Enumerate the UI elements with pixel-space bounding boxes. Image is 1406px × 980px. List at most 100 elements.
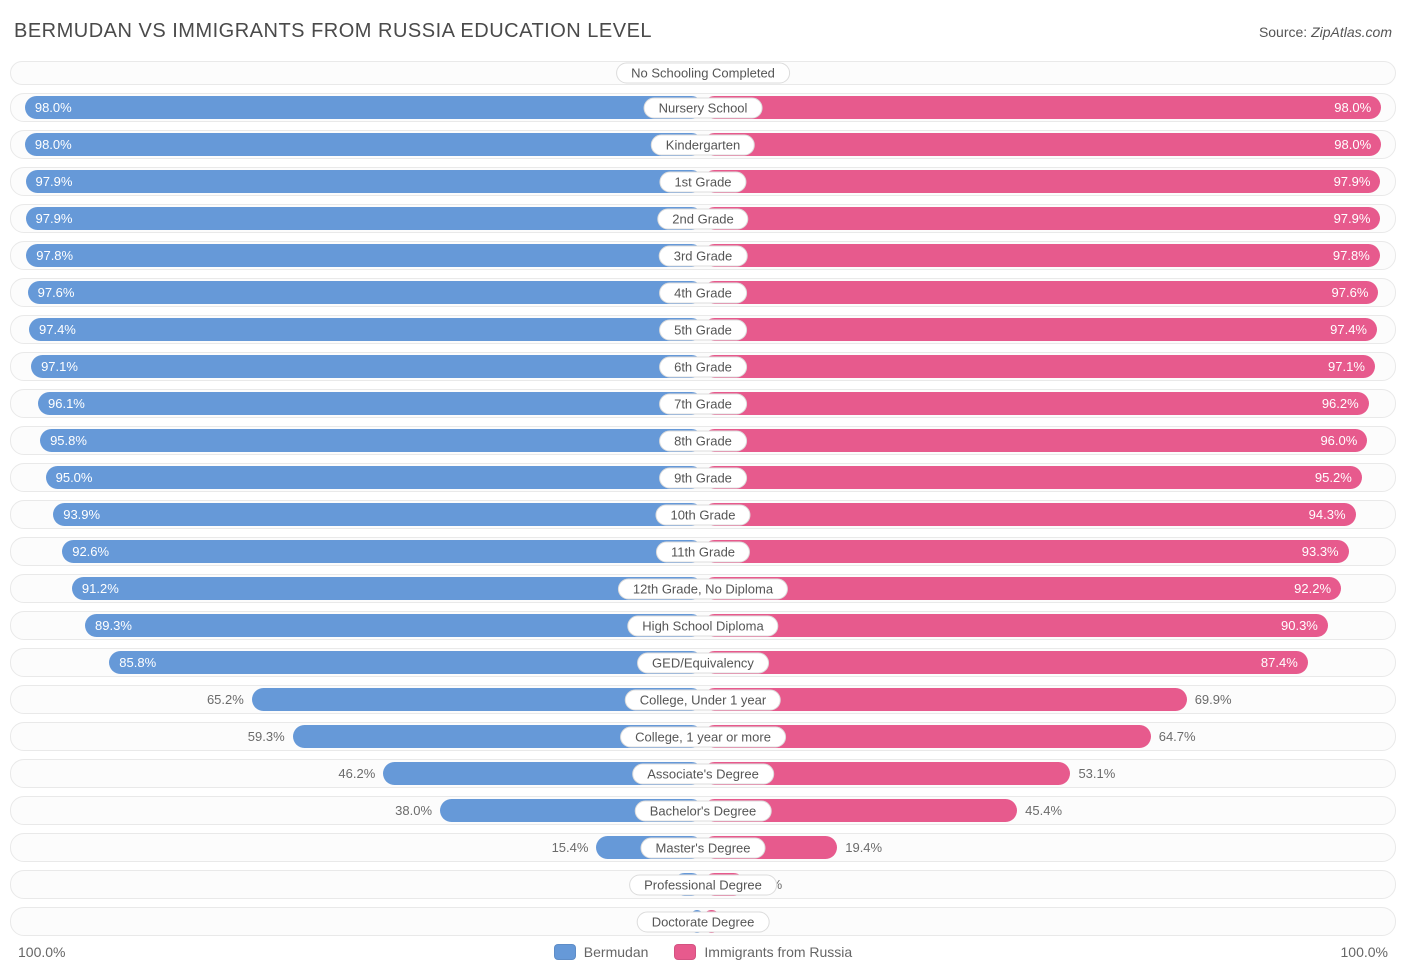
bar-row: 97.6% 97.6% 4th Grade bbox=[10, 278, 1396, 307]
category-label: 7th Grade bbox=[659, 393, 747, 414]
category-label: Associate's Degree bbox=[632, 763, 774, 784]
bar-right-value: 97.8% bbox=[1333, 248, 1370, 263]
bar-row: 2.1%2.0%No Schooling Completed bbox=[10, 61, 1396, 85]
category-label: Professional Degree bbox=[629, 874, 777, 895]
bar-left: 97.8% bbox=[26, 244, 703, 267]
chart-rows: 2.1%2.0%No Schooling Completed98.0%98.0%… bbox=[10, 61, 1396, 936]
source-attribution: Source: ZipAtlas.com bbox=[1259, 24, 1392, 40]
category-label: College, 1 year or more bbox=[620, 726, 786, 747]
bar-row: 46.2% 53.1% Associate's Degree bbox=[10, 759, 1396, 788]
category-label: 6th Grade bbox=[659, 356, 747, 377]
bar-right: 87.4% bbox=[703, 651, 1308, 674]
bar-row: 97.8%97.8%3rd Grade bbox=[10, 241, 1396, 270]
bar-left-value: 15.4% bbox=[552, 834, 597, 861]
bar-right: 97.4% bbox=[703, 318, 1377, 341]
bar-right-value: 98.0% bbox=[1334, 137, 1371, 152]
axis-left-max: 100.0% bbox=[18, 944, 65, 960]
category-label: High School Diploma bbox=[627, 615, 778, 636]
bar-row: 1.8%2.5%Doctorate Degree bbox=[10, 907, 1396, 936]
bar-left-value: 46.2% bbox=[338, 760, 383, 787]
legend-item-right: Immigrants from Russia bbox=[674, 944, 852, 960]
bar-right: 92.2% bbox=[703, 577, 1341, 600]
bar-right: 96.0% bbox=[703, 429, 1367, 452]
bar-left: 98.0% bbox=[25, 96, 703, 119]
bar-right-value: 87.4% bbox=[1261, 655, 1298, 670]
category-label: 3rd Grade bbox=[659, 245, 748, 266]
bar-row: 95.8%96.0%8th Grade bbox=[10, 426, 1396, 455]
bar-left-value: 97.6% bbox=[38, 285, 75, 300]
bar-right-value: 45.4% bbox=[1017, 797, 1062, 824]
bar-left-value: 96.1% bbox=[48, 396, 85, 411]
bar-left-value: 59.3% bbox=[248, 723, 293, 750]
bar-row: 98.0% 98.0% Nursery School bbox=[10, 93, 1396, 122]
bar-right-value: 94.3% bbox=[1309, 507, 1346, 522]
bar-left-value: 98.0% bbox=[35, 100, 72, 115]
bar-right-value: 97.6% bbox=[1332, 285, 1369, 300]
bar-row: 97.1% 97.1% 6th Grade bbox=[10, 352, 1396, 381]
bar-left-value: 92.6% bbox=[72, 544, 109, 559]
bar-row: 92.6%93.3%11th Grade bbox=[10, 537, 1396, 566]
bar-right-value: 53.1% bbox=[1070, 760, 1115, 787]
bar-right: 97.1% bbox=[703, 355, 1375, 378]
legend-label-left: Bermudan bbox=[584, 944, 649, 960]
bar-row: 59.3%64.7%College, 1 year or more bbox=[10, 722, 1396, 751]
source-name: ZipAtlas.com bbox=[1311, 24, 1392, 40]
bar-right-value: 97.1% bbox=[1328, 359, 1365, 374]
category-label: 2nd Grade bbox=[657, 208, 748, 229]
chart-header: BERMUDAN VS IMMIGRANTS FROM RUSSIA EDUCA… bbox=[10, 20, 1396, 43]
bar-left-value: 97.9% bbox=[36, 174, 73, 189]
bar-left: 93.9% bbox=[53, 503, 703, 526]
bar-left: 97.4% bbox=[29, 318, 703, 341]
bar-right-value: 93.3% bbox=[1302, 544, 1339, 559]
category-label: Nursery School bbox=[644, 97, 763, 118]
bar-right-value: 98.0% bbox=[1334, 100, 1371, 115]
bar-right: 98.0% bbox=[703, 96, 1381, 119]
bar-right-value: 96.0% bbox=[1320, 433, 1357, 448]
bar-left-value: 89.3% bbox=[95, 618, 132, 633]
bar-left-value: 95.0% bbox=[56, 470, 93, 485]
bar-right: 90.3% bbox=[703, 614, 1328, 637]
legend: Bermudan Immigrants from Russia bbox=[554, 944, 852, 960]
bar-right-value: 97.4% bbox=[1330, 322, 1367, 337]
bar-left-value: 97.4% bbox=[39, 322, 76, 337]
bar-left: 91.2% bbox=[72, 577, 703, 600]
bar-right: 97.6% bbox=[703, 281, 1378, 304]
bar-row: 95.0%95.2%9th Grade bbox=[10, 463, 1396, 492]
bar-right: 96.2% bbox=[703, 392, 1369, 415]
bar-row: 85.8%87.4%GED/Equivalency bbox=[10, 648, 1396, 677]
bar-row: 38.0%45.4%Bachelor's Degree bbox=[10, 796, 1396, 825]
category-label: 4th Grade bbox=[659, 282, 747, 303]
bar-left-value: 98.0% bbox=[35, 137, 72, 152]
bar-left: 95.8% bbox=[40, 429, 703, 452]
bar-right: 95.2% bbox=[703, 466, 1362, 489]
bar-row: 96.1% 96.2% 7th Grade bbox=[10, 389, 1396, 418]
bar-row: 93.9%94.3%10th Grade bbox=[10, 500, 1396, 529]
bar-left-value: 97.1% bbox=[41, 359, 78, 374]
legend-label-right: Immigrants from Russia bbox=[704, 944, 852, 960]
bar-row: 15.4%19.4%Master's Degree bbox=[10, 833, 1396, 862]
bar-left: 85.8% bbox=[109, 651, 703, 674]
category-label: Bachelor's Degree bbox=[635, 800, 772, 821]
bar-left: 97.1% bbox=[31, 355, 703, 378]
bar-left-value: 91.2% bbox=[82, 581, 119, 596]
bar-left: 96.1% bbox=[38, 392, 703, 415]
source-label: Source: bbox=[1259, 24, 1307, 40]
bar-left: 97.6% bbox=[28, 281, 703, 304]
bar-row: 4.4%6.0%Professional Degree bbox=[10, 870, 1396, 899]
legend-swatch-right bbox=[674, 944, 696, 960]
category-label: Master's Degree bbox=[641, 837, 766, 858]
bar-row: 89.3% 90.3% High School Diploma bbox=[10, 611, 1396, 640]
bar-left: 92.6% bbox=[62, 540, 703, 563]
chart-title: BERMUDAN VS IMMIGRANTS FROM RUSSIA EDUCA… bbox=[14, 20, 652, 43]
category-label: 1st Grade bbox=[659, 171, 746, 192]
bar-right-value: 90.3% bbox=[1281, 618, 1318, 633]
bar-left-value: 95.8% bbox=[50, 433, 87, 448]
bar-left: 97.9% bbox=[26, 207, 703, 230]
bar-right: 94.3% bbox=[703, 503, 1356, 526]
category-label: Doctorate Degree bbox=[637, 911, 770, 932]
bar-left-value: 65.2% bbox=[207, 686, 252, 713]
bar-row: 65.2%69.9%College, Under 1 year bbox=[10, 685, 1396, 714]
bar-right: 97.8% bbox=[703, 244, 1380, 267]
bar-right-value: 96.2% bbox=[1322, 396, 1359, 411]
category-label: No Schooling Completed bbox=[616, 63, 790, 84]
